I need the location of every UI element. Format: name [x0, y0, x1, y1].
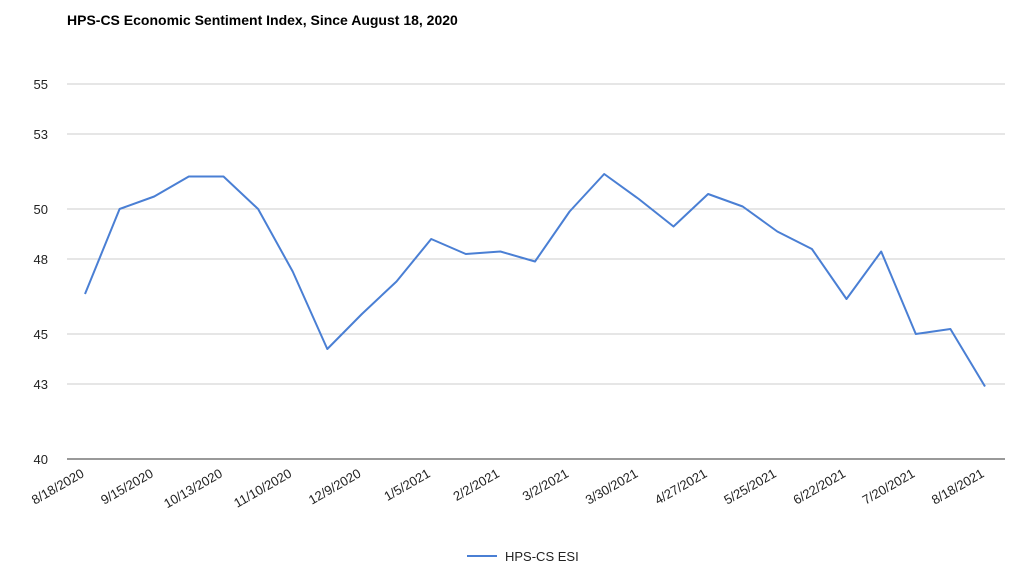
data-point [117, 207, 122, 212]
data-point [290, 269, 295, 274]
y-tick-label: 43 [34, 377, 48, 392]
data-point [879, 249, 884, 254]
data-point [221, 174, 226, 179]
x-tick-label: 11/10/2020 [231, 466, 294, 511]
y-tick-label: 55 [34, 77, 48, 92]
data-point [809, 247, 814, 252]
x-tick-label: 1/5/2021 [381, 466, 432, 504]
x-tick-label: 6/22/2021 [790, 466, 848, 508]
x-tick-label: 5/25/2021 [721, 466, 779, 508]
x-axis-ticks: 8/18/2020 9/15/2020 10/13/2020 11/10/2020 12… [29, 466, 987, 512]
series-lines [83, 172, 988, 389]
data-point [636, 197, 641, 202]
x-tick-label: 3/30/2021 [583, 466, 641, 508]
data-point [913, 332, 918, 337]
data-point [256, 207, 261, 212]
data-point [463, 252, 468, 257]
data-point [83, 292, 88, 297]
data-point [359, 312, 364, 317]
data-point [325, 347, 330, 352]
data-point [775, 229, 780, 234]
legend: HPS-CS ESI [467, 549, 579, 564]
data-point [983, 384, 988, 389]
x-tick-label: 4/27/2021 [652, 466, 710, 508]
data-point [740, 204, 745, 209]
data-point [429, 237, 434, 242]
legend-label-hps-cs-esi: HPS-CS ESI [505, 549, 579, 564]
x-tick-label: 8/18/2021 [929, 466, 987, 508]
data-point [152, 194, 157, 199]
data-point [394, 279, 399, 284]
data-point [844, 297, 849, 302]
data-point [533, 259, 538, 264]
y-axis-ticks: 40 43 45 48 50 53 55 [34, 77, 48, 467]
x-tick-label: 3/2/2021 [520, 466, 571, 504]
data-point [567, 209, 572, 214]
x-tick-label: 8/18/2020 [29, 466, 87, 508]
x-tick-label: 7/20/2021 [860, 466, 918, 508]
chart-title: HPS-CS Economic Sentiment Index, Since A… [67, 12, 458, 28]
gridlines [67, 83, 1005, 460]
x-tick-label: 9/15/2020 [98, 466, 156, 508]
y-tick-label: 50 [34, 202, 48, 217]
data-point [706, 192, 711, 197]
x-tick-label: 12/9/2020 [306, 466, 364, 508]
x-tick-label: 2/2/2021 [451, 466, 502, 504]
series-line-hps-cs-esi [84, 173, 986, 388]
data-point [948, 327, 953, 332]
data-point [671, 224, 676, 229]
y-tick-label: 40 [34, 452, 48, 467]
y-tick-label: 48 [34, 252, 48, 267]
x-tick-label: 10/13/2020 [161, 466, 225, 512]
y-tick-label: 53 [34, 127, 48, 142]
data-point [498, 249, 503, 254]
data-point [186, 174, 191, 179]
data-point [602, 172, 607, 177]
y-tick-label: 45 [34, 327, 48, 342]
